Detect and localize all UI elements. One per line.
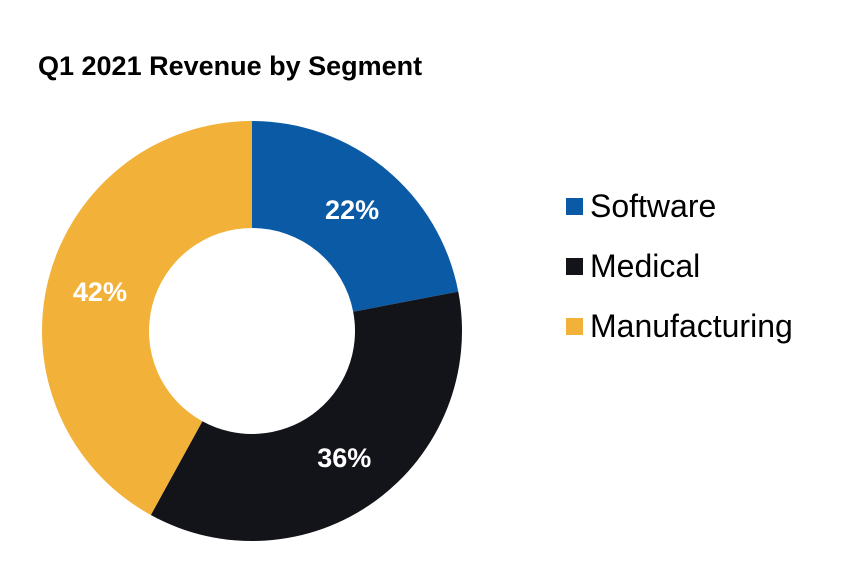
- legend-item-medical: Medical: [566, 236, 793, 296]
- donut-slice-medical: [150, 291, 463, 542]
- legend-swatch-software: [566, 197, 583, 215]
- donut-slice-software: [252, 121, 459, 312]
- legend-swatch-medical: [566, 257, 583, 275]
- slice-label-software: 22%: [325, 195, 379, 225]
- legend: Software Medical Manufacturing: [566, 176, 793, 356]
- donut-slices: [41, 121, 463, 542]
- legend-item-software: Software: [566, 176, 793, 236]
- slice-label-manufacturing: 42%: [73, 277, 127, 307]
- legend-swatch-manufacturing: [566, 317, 583, 335]
- donut-slice-manufacturing: [41, 121, 252, 516]
- slice-label-medical: 36%: [317, 443, 371, 473]
- legend-label-software: Software: [590, 188, 717, 224]
- legend-label-medical: Medical: [590, 248, 701, 284]
- chart-title: Q1 2021 Revenue by Segment: [38, 51, 423, 81]
- legend-label-manufacturing: Manufacturing: [590, 308, 793, 344]
- legend-item-manufacturing: Manufacturing: [566, 296, 793, 356]
- donut-slice-labels: 22% 36% 42%: [73, 195, 379, 473]
